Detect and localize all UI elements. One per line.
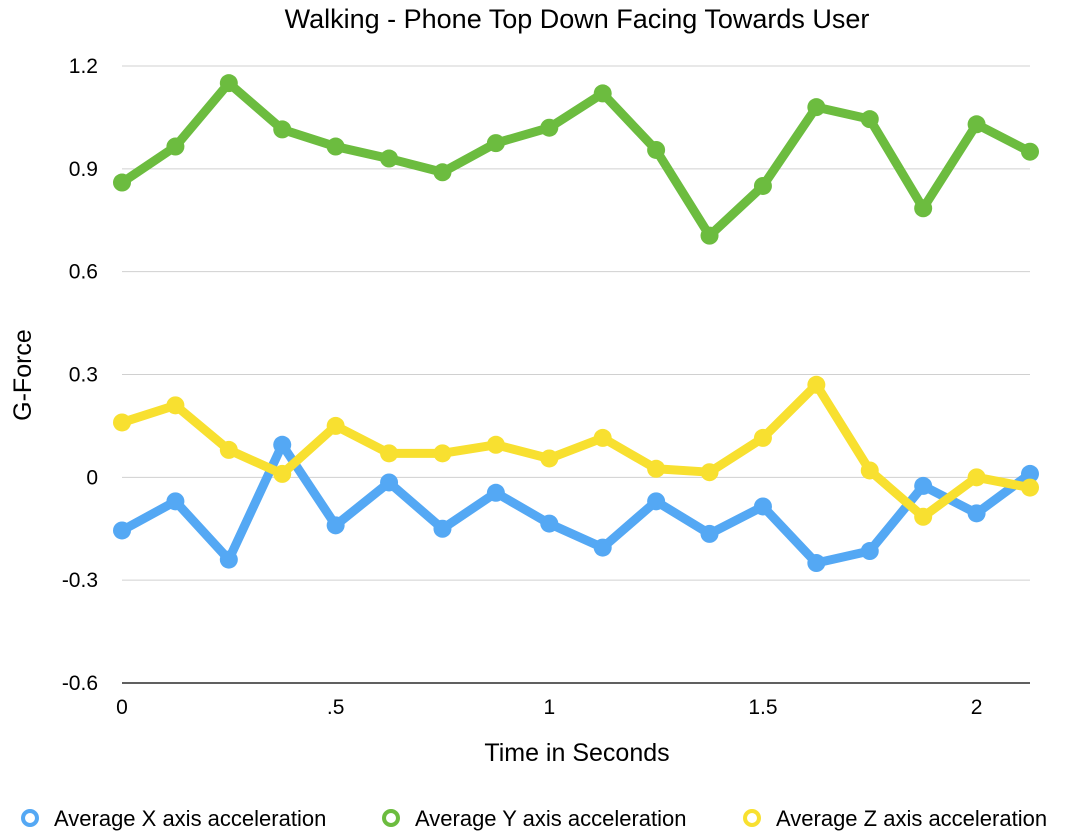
legend-item: Average X axis acceleration [21, 806, 326, 831]
data-point [647, 459, 666, 478]
data-point [540, 514, 559, 533]
data-point [166, 396, 185, 415]
data-point [914, 507, 933, 526]
data-point [593, 538, 612, 557]
data-point [219, 74, 238, 93]
gridlines [122, 65, 1030, 581]
data-point [700, 463, 719, 482]
y-axis-label: G-Force [9, 329, 37, 421]
data-point [700, 524, 719, 543]
legend-label: Average X axis acceleration [54, 806, 326, 831]
legend: Average X axis acceleration Average Y axi… [21, 806, 1047, 831]
x-tick-label: .5 [327, 696, 345, 719]
data-point [433, 444, 452, 463]
data-point [433, 519, 452, 538]
series-line [117, 380, 1035, 522]
data-point [113, 413, 131, 432]
data-point [166, 137, 185, 156]
x-axis-label: Time in Seconds [484, 739, 669, 767]
data-point [380, 473, 399, 492]
data-point [914, 476, 933, 495]
series-1 [113, 435, 1039, 573]
data-point [647, 140, 666, 159]
data-point [113, 173, 131, 192]
legend-item: Average Z axis acceleration [743, 806, 1047, 831]
data-point [486, 435, 505, 454]
series-2 [113, 74, 1039, 245]
data-point [967, 468, 986, 487]
series-3 [113, 375, 1039, 526]
x-tick-label: 1 [543, 696, 555, 719]
data-point [219, 550, 238, 569]
y-tick-label: 0.9 [69, 158, 98, 181]
data-point [753, 497, 772, 516]
data-point [219, 440, 238, 459]
data-point [273, 435, 292, 454]
data-point [166, 492, 185, 511]
data-point [593, 428, 612, 447]
data-point [326, 137, 345, 156]
chart-title: Walking - Phone Top Down Facing Towards … [285, 4, 870, 34]
data-point [326, 516, 345, 535]
data-point [753, 176, 772, 195]
data-point [486, 134, 505, 153]
data-point [914, 199, 933, 218]
y-tick-label: 0 [86, 466, 98, 489]
y-tick-label: 0.3 [69, 364, 98, 387]
data-point [113, 521, 131, 540]
data-point [273, 464, 292, 483]
series-line [117, 440, 1035, 568]
y-tick-label: 1.2 [69, 55, 98, 78]
y-tick-label: -0.6 [62, 672, 98, 695]
data-point [540, 449, 559, 468]
data-point [967, 504, 986, 523]
x-axis-ticks: 0 .5 1 1.5 2 [116, 696, 982, 719]
series-line [117, 78, 1035, 241]
legend-label: Average Z axis acceleration [776, 806, 1047, 831]
data-point [1021, 464, 1039, 483]
data-point [380, 149, 399, 168]
data-point [380, 444, 399, 463]
y-tick-label: 0.6 [69, 261, 98, 284]
data-point [1021, 142, 1039, 161]
data-point [326, 416, 345, 435]
series-lines [113, 74, 1039, 573]
legend-marker [382, 809, 400, 827]
data-point [753, 428, 772, 447]
y-axis-ticks: -0.6 -0.3 0 0.3 0.6 0.9 1.2 [62, 55, 98, 695]
data-point [433, 163, 452, 182]
x-tick-label: 0 [116, 696, 128, 719]
data-point [860, 461, 879, 480]
data-point [1021, 478, 1039, 497]
data-point [540, 118, 559, 137]
data-point [700, 226, 719, 245]
data-point [967, 115, 986, 134]
y-tick-label: -0.3 [62, 569, 98, 592]
data-point [807, 375, 826, 394]
x-tick-label: 2 [971, 696, 983, 719]
data-point [593, 84, 612, 103]
data-point [486, 483, 505, 502]
data-point [647, 492, 666, 511]
legend-label: Average Y axis acceleration [415, 806, 687, 831]
legend-marker [21, 809, 39, 827]
x-tick-label: 1.5 [748, 696, 777, 719]
legend-marker [743, 809, 761, 827]
data-point [273, 120, 292, 139]
legend-item: Average Y axis acceleration [382, 806, 687, 831]
data-point [860, 110, 879, 129]
data-point [860, 542, 879, 561]
data-point [807, 554, 826, 573]
data-point [807, 98, 826, 117]
